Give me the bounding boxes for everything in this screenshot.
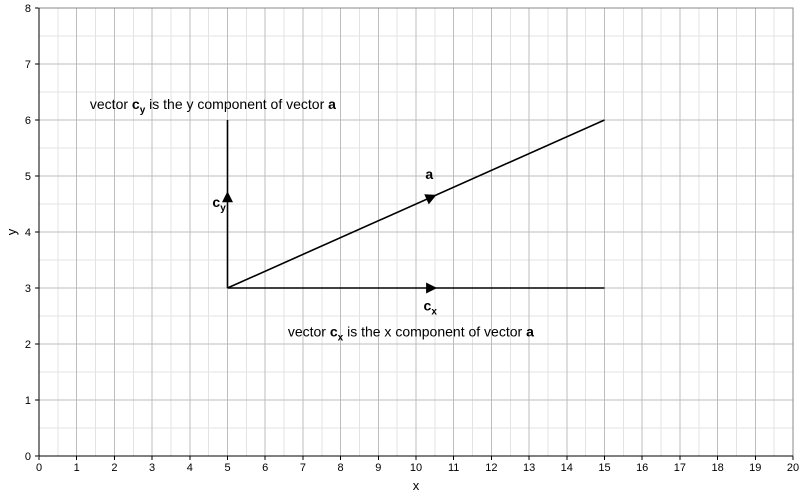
y-tick-label: 2 [25,339,31,351]
vector-a-line [227,119,605,289]
annotation-0: vector cy is the y component of vector a [90,96,336,116]
y-tick-label: 3 [25,283,31,295]
x-tick-label: 16 [636,462,648,474]
vector-a-label: a [425,166,433,182]
vector-c_x-label: cx [424,297,438,317]
vector-a-arrowhead [424,194,437,205]
vector-c_y-arrowhead [222,191,233,203]
x-tick-label: 11 [448,462,459,474]
annotation-part: is the y component of vector [145,96,328,112]
annotation-part: is the x component of vector [343,324,526,340]
x-tick-label: 2 [111,462,117,474]
annotation-part: c [132,96,140,112]
vector-c_x-arrowhead [426,282,438,294]
x-tick-label: 18 [711,462,723,474]
annotation-part: a [328,96,336,112]
vector-c_y-label-main: c [212,194,220,210]
x-tick-label: 12 [485,462,497,474]
vector-c_y-label-subscript: y [220,203,226,214]
x-tick-label: 10 [410,462,422,474]
vector-c_x-label-main: c [424,297,432,313]
y-tick-label: 6 [25,115,31,127]
x-tick-label: 4 [187,462,193,474]
y-tick-label: 1 [25,395,31,407]
annotation-part: vector [90,96,132,112]
x-tick-label: 15 [598,462,610,474]
annotation-part: vector [288,324,330,340]
x-tick-label: 20 [787,462,799,474]
x-tick-label: 9 [375,462,381,474]
y-tick-label: 8 [25,3,31,15]
vector-c_y-label: cy [212,194,226,214]
x-tick-label: 6 [262,462,268,474]
x-tick-label: 5 [224,462,230,474]
annotation-part: c [330,324,338,340]
x-tick-label: 3 [149,462,155,474]
y-tick-label: 7 [25,59,31,71]
y-tick-label: 5 [25,171,31,183]
x-tick-label: 13 [523,462,535,474]
vector-a-label-main: a [425,166,433,182]
vectors [222,119,605,294]
vector-c_x-label-subscript: x [431,306,437,317]
y-tick-label: 0 [25,451,31,463]
x-tick-label: 8 [338,462,344,474]
x-tick-label: 0 [36,462,42,474]
annotation-part: a [526,324,534,340]
axes: 0 1 2 3 4 5 6 7 8 9 10 11 12 13 14 15 16 17 18 19 2001234567… [25,3,799,474]
x-tick-label: 17 [674,462,686,474]
y-tick-label: 4 [25,227,31,239]
x-tick-label: 14 [561,462,573,474]
x-axis-title: x [413,478,420,493]
annotation-part: x [338,333,344,344]
annotation-1: vector cx is the x component of vector a [288,324,534,344]
annotation-part: y [140,105,146,116]
x-tick-label: 1 [74,462,80,474]
x-tick-label: 7 [300,462,306,474]
x-tick-label: 19 [749,462,761,474]
grid [39,8,793,456]
y-axis-title: y [4,228,19,235]
